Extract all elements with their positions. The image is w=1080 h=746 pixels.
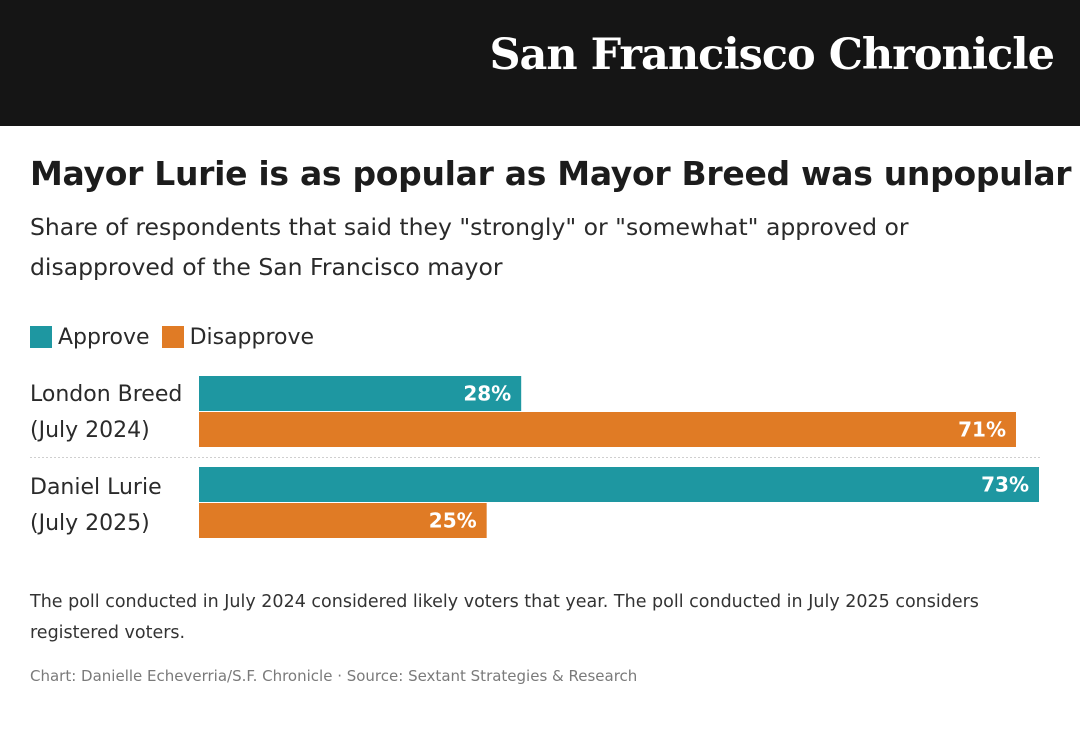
category-label-lurie-name: Daniel Lurie: [30, 475, 162, 500]
category-label-lurie-date: (July 2025): [30, 511, 150, 536]
legend-item-approve: Approve: [30, 325, 150, 350]
legend-swatch-disapprove: [161, 326, 184, 348]
masthead: San Francisco Chronicle: [0, 0, 1080, 126]
legend-label-approve: Approve: [58, 324, 150, 350]
chart-subtitle: Share of respondents that said they "str…: [30, 213, 909, 281]
category-label-breed-date: (July 2024): [30, 418, 150, 443]
bar-breed-approve: [199, 376, 522, 411]
bar-label-lurie-approve: 73%: [981, 473, 1029, 497]
chart-legend: Approve Disapprove: [30, 323, 326, 351]
bar-label-breed-disapprove: 71%: [958, 418, 1006, 442]
bar-chart: 28% 71% 73% 25%: [30, 376, 1040, 538]
chart-title: Mayor Lurie is as popular as Mayor Breed…: [30, 154, 1072, 193]
chart-note: The poll conducted in July 2024 consider…: [30, 592, 979, 643]
category-label-breed-name: London Breed: [30, 382, 183, 407]
publication-logo: San Francisco Chronicle: [489, 30, 1055, 80]
bar-breed-disapprove: [199, 412, 1016, 447]
bar-label-lurie-disapprove: 25%: [429, 509, 477, 533]
category-label-lurie: Daniel Lurie (July 2025): [30, 470, 162, 542]
bar-label-breed-approve: 28%: [463, 382, 511, 406]
legend-swatch-approve: [30, 326, 52, 348]
legend-label-disapprove: Disapprove: [189, 324, 315, 350]
bar-lurie-disapprove: [199, 503, 487, 538]
chart-credit: Chart: Danielle Echeverria/S.F. Chronicl…: [30, 667, 638, 685]
legend-item-disapprove: Disapprove: [161, 324, 315, 350]
bar-lurie-approve: [199, 467, 1039, 502]
category-label-breed: London Breed (July 2024): [30, 377, 182, 449]
